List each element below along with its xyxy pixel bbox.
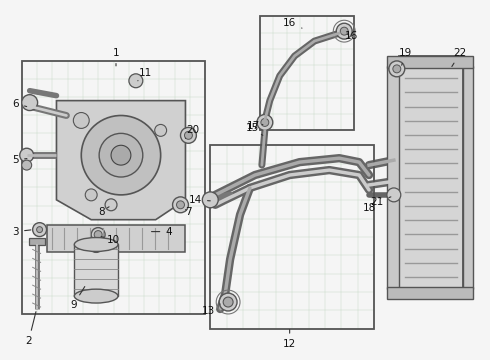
Ellipse shape: [74, 238, 118, 251]
Circle shape: [22, 95, 38, 111]
Circle shape: [22, 160, 32, 170]
Circle shape: [33, 223, 47, 237]
Circle shape: [340, 27, 348, 35]
Text: 13: 13: [202, 304, 220, 316]
Text: 16: 16: [283, 18, 302, 28]
Circle shape: [393, 65, 401, 73]
Circle shape: [223, 297, 233, 307]
Circle shape: [261, 118, 269, 126]
Text: 11: 11: [138, 68, 152, 81]
Bar: [387, 66, 399, 289]
Circle shape: [105, 199, 117, 211]
Circle shape: [257, 114, 273, 130]
Text: 6: 6: [12, 99, 26, 109]
Text: 20: 20: [185, 125, 199, 138]
Text: 17: 17: [246, 121, 263, 131]
Text: 3: 3: [12, 226, 31, 237]
Text: 15: 15: [245, 123, 263, 135]
Circle shape: [94, 231, 102, 239]
Polygon shape: [56, 100, 185, 220]
Circle shape: [20, 148, 34, 162]
Text: 18: 18: [363, 198, 381, 213]
Text: 9: 9: [70, 287, 85, 310]
Text: 1: 1: [113, 48, 120, 66]
Circle shape: [180, 127, 196, 143]
Circle shape: [172, 197, 189, 213]
Text: 12: 12: [283, 330, 296, 349]
Text: 7: 7: [185, 207, 192, 217]
Text: 22: 22: [452, 48, 467, 67]
Circle shape: [85, 189, 97, 201]
Circle shape: [336, 23, 352, 39]
Bar: [210, 145, 374, 329]
Ellipse shape: [74, 289, 118, 303]
Text: 19: 19: [399, 48, 413, 65]
Text: 21: 21: [370, 197, 391, 207]
Circle shape: [81, 116, 161, 195]
Circle shape: [37, 227, 43, 233]
Circle shape: [129, 74, 143, 88]
Bar: [47, 225, 185, 252]
Circle shape: [202, 192, 218, 208]
Circle shape: [74, 113, 89, 129]
Bar: [29, 238, 45, 246]
Bar: [387, 56, 473, 68]
Bar: [260, 16, 354, 130]
Bar: [399, 56, 464, 299]
Bar: [464, 66, 473, 289]
Circle shape: [99, 133, 143, 177]
Text: 5: 5: [12, 155, 27, 165]
Bar: [74, 244, 118, 296]
Circle shape: [155, 125, 167, 136]
Bar: [22, 61, 205, 314]
Bar: [387, 287, 473, 299]
Text: 8: 8: [98, 207, 109, 217]
Circle shape: [111, 145, 131, 165]
Circle shape: [88, 237, 104, 252]
Circle shape: [176, 201, 184, 209]
Text: 2: 2: [25, 312, 36, 346]
Circle shape: [91, 228, 105, 242]
Text: 14: 14: [189, 195, 210, 205]
Text: 16: 16: [344, 31, 358, 41]
Text: 4: 4: [151, 226, 172, 237]
Text: 10: 10: [101, 234, 120, 244]
Circle shape: [387, 188, 401, 202]
Circle shape: [184, 131, 193, 139]
Circle shape: [389, 61, 405, 77]
Circle shape: [219, 293, 237, 311]
